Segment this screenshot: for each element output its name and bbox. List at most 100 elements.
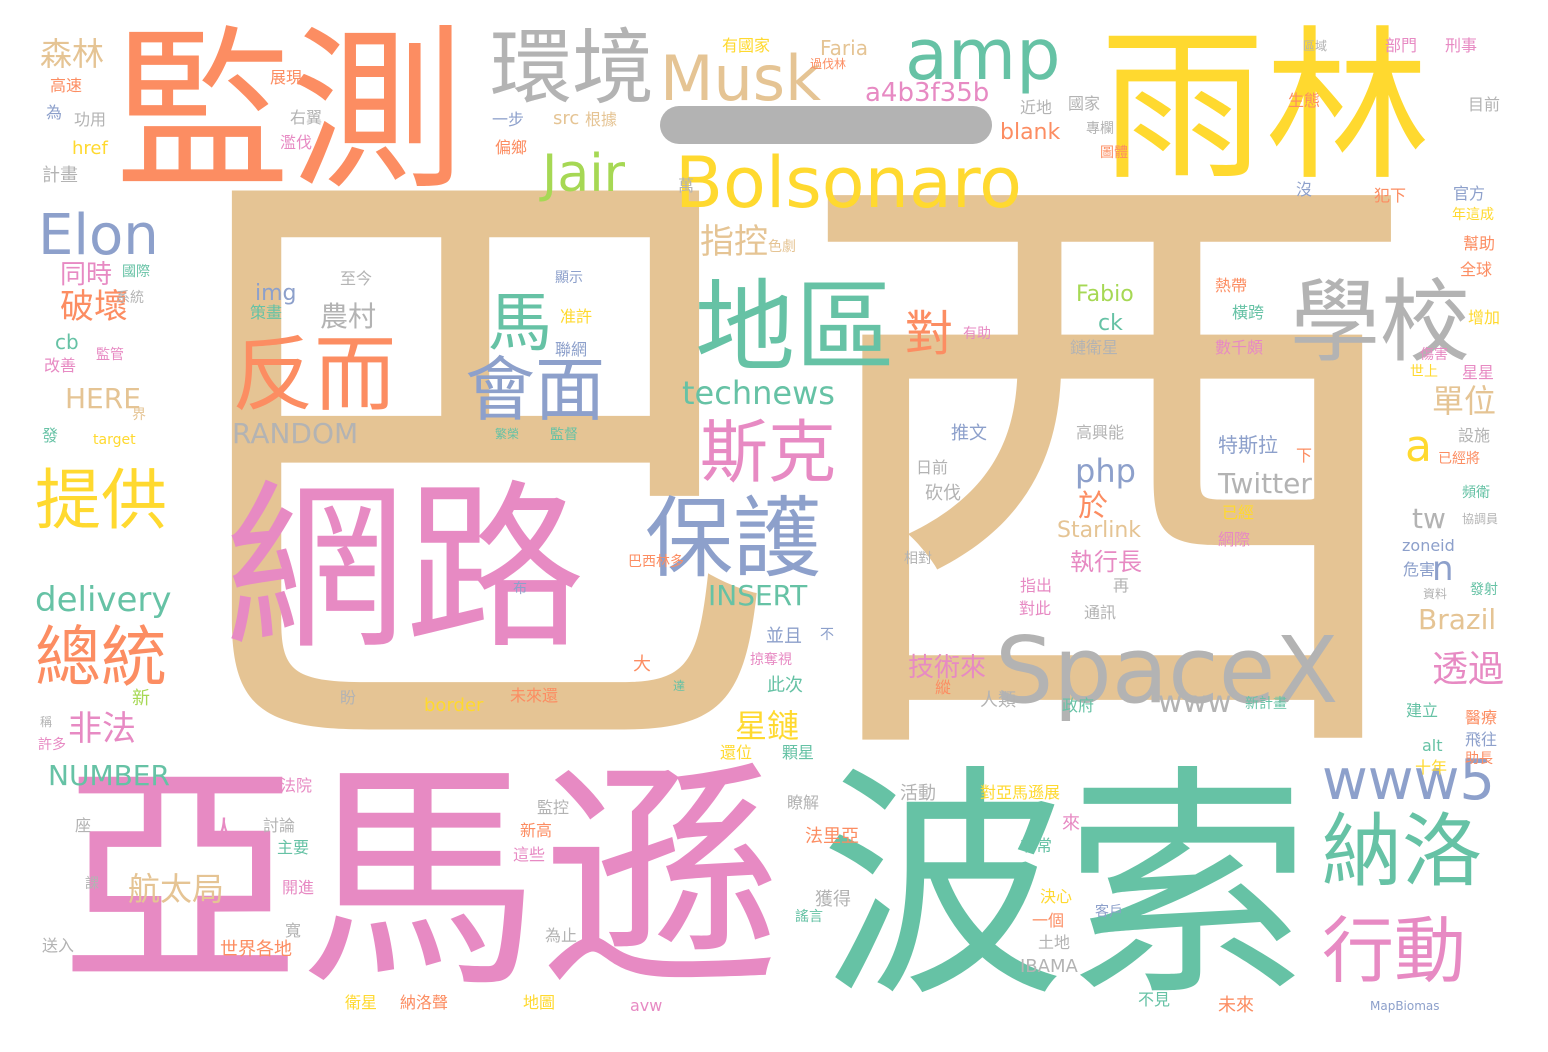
cloud-word-small: 沒 (1296, 180, 1313, 199)
cloud-word-small: border (424, 695, 484, 716)
cloud-word-small: 改善 (44, 356, 77, 375)
cloud-word-small: 目前 (1468, 95, 1501, 114)
cloud-word-small: 未來還 (510, 686, 559, 705)
cloud-word-small: href (72, 138, 108, 159)
cloud-word-small: 布 (513, 581, 527, 597)
cloud-word: Elon (38, 203, 159, 268)
cloud-word-small: 國家 (1068, 94, 1101, 113)
cloud-word: 環境 (490, 21, 655, 116)
cloud-word: a (1405, 421, 1432, 472)
cloud-word-small: 推文 (951, 423, 987, 444)
cloud-word-small: 座 (75, 816, 92, 835)
cloud-word-small: 已經 (1222, 503, 1255, 522)
cloud-word: INSERT (708, 579, 808, 612)
cloud-word-small: 新 (132, 688, 150, 709)
cloud-word: 斯克 (700, 414, 837, 493)
cloud-word-small: 界 (132, 407, 146, 423)
cloud-word: 亞馬遜 (60, 740, 781, 1020)
cloud-word-small: 人類 (980, 690, 1016, 711)
cloud-word-small: 資料 (1423, 587, 1448, 601)
cloud-word-small: 顯示 (555, 270, 583, 286)
cloud-word-small: 官方 (1453, 184, 1486, 203)
cloud-word-small: 數千頗 (1215, 338, 1264, 357)
cloud-word-small: 納洛聲 (400, 993, 449, 1012)
cloud-word-small: 謠言 (795, 909, 823, 925)
cloud-word: www5 (1322, 748, 1496, 813)
cloud-word-small: 年這成 (1452, 207, 1494, 223)
cloud-word-small: 課 (85, 876, 99, 892)
cloud-word-small: 右翼 (290, 108, 323, 127)
cloud-word-small: 法里亞 (805, 826, 859, 847)
cloud-word-small: 近地 (1020, 98, 1053, 117)
cloud-word: amp (905, 14, 1061, 96)
cloud-word-small: 非常 (1020, 836, 1053, 855)
cloud-word-small: 策畫 (250, 303, 283, 322)
cloud-word: Fabio (1076, 282, 1134, 307)
cloud-word-small: 指出 (1020, 576, 1053, 595)
cloud-word-small: 頻衛 (1462, 485, 1490, 501)
cloud-word-small: 飛往 (1465, 730, 1498, 749)
cloud-word-small: 刑事 (1445, 36, 1478, 55)
cloud-word: php (1075, 452, 1136, 490)
cloud-word-small: 色劇 (768, 239, 796, 255)
cloud-word-small: 衛星 (345, 993, 378, 1012)
cloud-word-small: 新高 (520, 821, 553, 840)
cloud-word-small: 不 (820, 627, 834, 643)
cloud-word-small: 還位 (720, 743, 753, 762)
cloud-word: 馬 (488, 287, 552, 361)
cloud-word-small: 一個 (1032, 911, 1065, 930)
cloud-word: 保護 (645, 487, 822, 590)
cloud-word-small: 寬 (285, 921, 302, 940)
cloud-word: 巴西 (150, 97, 1430, 842)
cloud-word-small: 鏈衛星 (1070, 338, 1119, 357)
cloud-word-small: 網際 (1218, 530, 1251, 549)
cloud-word-small: 增加 (1468, 308, 1501, 327)
cloud-word-small: 發射 (1470, 582, 1498, 598)
cloud-word: 雨林 (1100, 11, 1430, 203)
cloud-word-small: 稱 (40, 715, 53, 729)
cloud-word-small: 日前 (916, 458, 949, 477)
cloud-word-small: 有助 (963, 326, 991, 342)
cloud-word: 星鏈 (735, 707, 800, 745)
cloud-word-small: 有國家 (722, 36, 771, 55)
cloud-word-small: 通訊 (1084, 603, 1117, 622)
cloud-word-small: IBAMA (1020, 956, 1078, 977)
cloud-word-small: 已經將 (1438, 451, 1480, 467)
cloud-word-small: 下 (1296, 446, 1313, 465)
cloud-word-small: 相對 (904, 551, 932, 567)
cloud-word: blank (1000, 120, 1061, 145)
cloud-word: 透過 (1432, 649, 1505, 690)
cloud-word-small: 過伐林 (810, 57, 847, 71)
cloud-word-small: 圖體 (1100, 145, 1128, 161)
cloud-word-small: 瞭解 (787, 793, 820, 812)
cloud-word-small: 展現 (270, 68, 303, 87)
cloud-word-small: 來 (1062, 813, 1080, 834)
cloud-word: 森林 (40, 35, 105, 73)
cloud-word-small: 為 (46, 103, 63, 122)
cloud-word: 波索 (820, 745, 1310, 1030)
cloud-word-small: 這些 (513, 845, 546, 864)
cloud-word-small: 縱 (935, 678, 952, 697)
cloud-word-small: MapBiomas (1370, 999, 1440, 1013)
cloud-word-small: 新計畫 (1245, 696, 1287, 712)
cloud-word: 學校 (1290, 270, 1470, 375)
cloud-word-small: 偏鄉 (495, 138, 528, 157)
cloud-word-small: 設施 (1458, 426, 1491, 445)
cloud-word-small: 決心 (1040, 887, 1073, 906)
cloud-word-small: 獲得 (815, 889, 851, 910)
cloud-word-small: 協調員 (1462, 512, 1499, 526)
cloud-word-small: 全球 (1460, 260, 1493, 279)
cloud-word: tw (1412, 502, 1446, 535)
cloud-word-small: 生態 (1288, 91, 1321, 110)
cloud-word-small: 國際 (122, 264, 150, 280)
cloud-word-small: 土地 (1038, 933, 1071, 952)
cloud-word-small: 討論 (263, 816, 296, 835)
cloud-word: 技術來 (908, 653, 987, 683)
cloud-word: Jair (542, 144, 626, 204)
cloud-word: 對 (905, 306, 954, 362)
cloud-word: 於 (1078, 489, 1108, 524)
cloud-word-small: 政府 (1062, 696, 1095, 715)
cloud-word-small: 顆星 (782, 743, 815, 762)
cloud-word: 會面 (465, 349, 605, 431)
cloud-word: 總統 (35, 619, 167, 696)
